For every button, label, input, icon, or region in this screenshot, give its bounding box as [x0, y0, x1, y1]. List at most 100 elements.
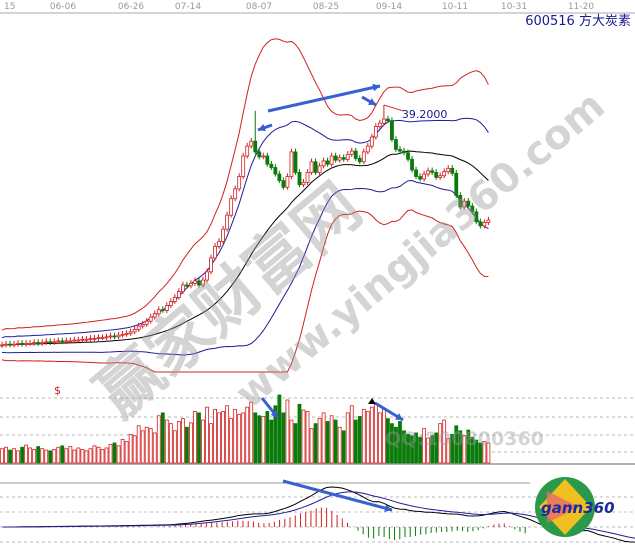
volume-bar — [193, 411, 197, 464]
candle-body — [8, 343, 12, 346]
volume-bar — [237, 413, 242, 464]
candle-body — [28, 342, 33, 345]
candle-body — [205, 271, 209, 281]
candle-body — [229, 198, 234, 216]
volume-bar — [140, 430, 145, 464]
candle-body — [410, 158, 414, 171]
candle-body — [365, 145, 370, 153]
volume-bar — [285, 399, 290, 464]
volume-bar — [446, 438, 451, 464]
candle-body — [450, 167, 455, 174]
bollinger-bands — [1, 38, 489, 373]
candle-body — [40, 342, 45, 344]
candle-body — [217, 241, 221, 247]
volume-bar — [426, 437, 431, 464]
candle-body — [76, 339, 81, 342]
volume-bar — [156, 415, 161, 464]
volume-bar — [373, 403, 378, 464]
volume-bar — [458, 430, 463, 464]
candle-body — [72, 339, 77, 342]
date-tick: 06-26 — [118, 2, 144, 12]
volume-bar — [213, 408, 217, 464]
volume-arrow-1-head — [270, 410, 278, 418]
candle-body — [12, 343, 16, 346]
peak1-arrow-head — [258, 124, 266, 132]
price-trend-arrow — [267, 84, 381, 113]
candle-body — [321, 160, 326, 167]
candle-body — [333, 155, 338, 161]
candle-body — [0, 344, 4, 347]
volume-bar — [32, 448, 37, 464]
candle-body — [313, 161, 318, 173]
candle-body — [193, 280, 197, 284]
volume-bar — [297, 403, 302, 464]
peak-marker — [383, 104, 405, 112]
candle-body — [96, 337, 101, 340]
candle-body — [309, 161, 314, 173]
volume-bar — [361, 408, 366, 464]
volume-bar — [136, 425, 141, 464]
volume-bar — [28, 447, 33, 464]
candle-body — [209, 257, 213, 273]
volume-bar — [418, 436, 422, 464]
date-tick: 15 — [4, 2, 15, 12]
volume-bar — [96, 446, 101, 464]
volume-bar — [68, 446, 73, 464]
lower-band-outer — [1, 209, 489, 373]
candle-body — [458, 195, 463, 208]
volume-bar — [454, 425, 459, 464]
candle-body — [16, 342, 20, 345]
candle-body — [345, 153, 350, 160]
candle-body — [406, 152, 410, 160]
volume-bar — [390, 423, 394, 464]
candle-body — [482, 222, 487, 227]
volume-bar — [277, 394, 282, 464]
volume-bar — [44, 449, 49, 464]
candle-body — [373, 126, 378, 138]
volume-bar — [430, 435, 435, 464]
candle-body — [422, 173, 427, 180]
peak2-arrow-head — [368, 98, 376, 105]
candle-body — [305, 172, 310, 183]
volume-bar — [108, 443, 113, 464]
volume-bar — [160, 412, 165, 464]
candle-body — [265, 155, 270, 165]
macd-divergence-arrow — [282, 479, 393, 512]
volume-bar — [474, 439, 479, 464]
peak-price-label: 39.2000 — [402, 108, 448, 121]
volume-bar — [217, 412, 221, 464]
candle-body — [414, 169, 418, 177]
candle-body — [474, 211, 479, 223]
candle-body — [249, 140, 254, 147]
candle-body — [446, 167, 451, 173]
volume-bar — [84, 450, 89, 464]
volume-bar — [52, 448, 57, 464]
candle-body — [470, 205, 475, 213]
candle-body — [285, 176, 290, 188]
volume-bar — [386, 418, 390, 464]
candle-body — [462, 200, 467, 208]
volume-arrow-2-head — [395, 413, 403, 420]
candlesticks — [0, 104, 491, 348]
volume-bar — [325, 421, 330, 464]
candle-body — [44, 341, 49, 344]
candle-body — [353, 150, 358, 159]
volume-bar — [486, 442, 491, 464]
candle-body — [132, 328, 137, 333]
candle-body — [325, 160, 330, 165]
annotation-arrows — [257, 83, 404, 512]
volume-bar — [189, 422, 193, 464]
volume-bar — [357, 416, 362, 464]
candle-body — [329, 155, 334, 165]
lower-band-inner — [1, 180, 489, 356]
volume-bar — [176, 421, 181, 464]
volume-bar — [478, 442, 483, 464]
date-tick: 06-06 — [50, 2, 76, 12]
volume-bar — [438, 423, 443, 464]
volume-bar — [345, 412, 350, 464]
candle-body — [148, 316, 153, 322]
candle-body — [369, 136, 374, 147]
candle-body — [80, 338, 85, 341]
